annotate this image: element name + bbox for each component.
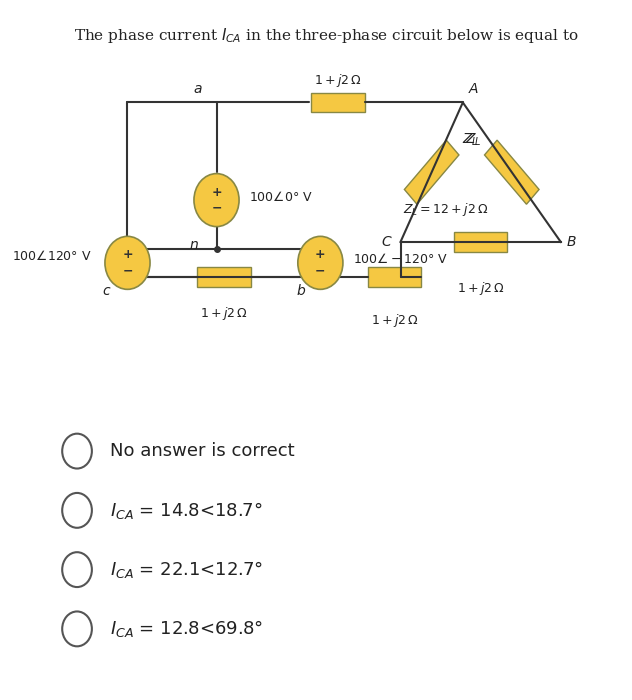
Bar xyxy=(404,140,459,204)
Text: A: A xyxy=(469,81,478,95)
Text: b: b xyxy=(297,284,305,298)
Text: c: c xyxy=(102,284,110,298)
Text: −: − xyxy=(122,265,133,277)
Text: B: B xyxy=(567,235,576,249)
Text: $Z_L$: $Z_L$ xyxy=(462,132,478,148)
Text: −: − xyxy=(315,265,325,277)
Text: $1 + j2\,\Omega$: $1 + j2\,\Omega$ xyxy=(200,304,248,322)
Text: a: a xyxy=(193,81,202,95)
Text: $I_{CA}$ = 12.8<69.8°: $I_{CA}$ = 12.8<69.8° xyxy=(110,618,263,639)
Bar xyxy=(454,232,507,252)
Circle shape xyxy=(62,552,92,587)
Text: $1 + j2\,\Omega$: $1 + j2\,\Omega$ xyxy=(314,71,362,88)
Text: n: n xyxy=(190,239,198,253)
Text: $Z_L = 12 + j2\,\Omega$: $Z_L = 12 + j2\,\Omega$ xyxy=(403,200,489,218)
Circle shape xyxy=(298,237,343,289)
Text: $100\angle 0°$ V: $100\angle 0°$ V xyxy=(249,190,313,204)
Circle shape xyxy=(62,493,92,528)
Circle shape xyxy=(62,612,92,646)
Text: +: + xyxy=(122,248,133,261)
Bar xyxy=(485,140,539,204)
Text: +: + xyxy=(211,186,222,199)
Text: −: − xyxy=(211,202,222,214)
Text: No answer is correct: No answer is correct xyxy=(110,442,295,460)
Text: $Z_L$: $Z_L$ xyxy=(465,132,482,148)
Text: C: C xyxy=(382,235,392,249)
Text: +: + xyxy=(315,248,325,261)
Text: The phase current $I_{CA}$ in the three-phase circuit below is equal to: The phase current $I_{CA}$ in the three-… xyxy=(74,26,579,45)
Text: $1 + j2\,\Omega$: $1 + j2\,\Omega$ xyxy=(370,312,418,329)
Text: $100\angle -120°$ V: $100\angle -120°$ V xyxy=(353,253,448,267)
Bar xyxy=(368,267,422,286)
Text: $1 + j2\,\Omega$: $1 + j2\,\Omega$ xyxy=(457,280,504,298)
Text: $I_{CA}$ = 14.8<18.7°: $I_{CA}$ = 14.8<18.7° xyxy=(110,500,262,521)
Circle shape xyxy=(62,434,92,468)
Bar xyxy=(197,267,251,286)
Text: $I_{CA}$ = 22.1<12.7°: $I_{CA}$ = 22.1<12.7° xyxy=(110,559,263,580)
Circle shape xyxy=(105,237,150,289)
Bar xyxy=(312,92,365,112)
Circle shape xyxy=(194,174,239,227)
Text: $100\angle 120°$ V: $100\angle 120°$ V xyxy=(12,249,92,263)
